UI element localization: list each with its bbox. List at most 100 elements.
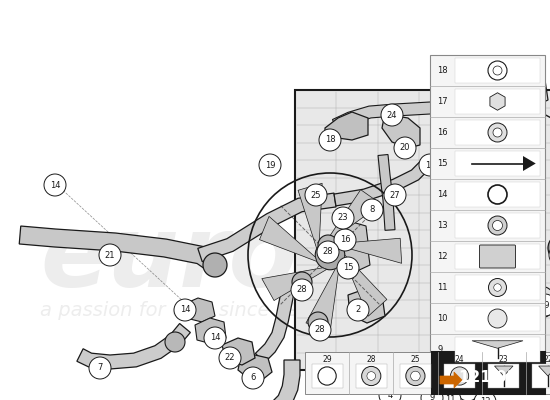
Circle shape: [315, 240, 345, 270]
FancyBboxPatch shape: [455, 213, 540, 238]
FancyBboxPatch shape: [400, 364, 431, 388]
FancyBboxPatch shape: [455, 89, 540, 114]
Circle shape: [524, 286, 550, 318]
Circle shape: [305, 184, 327, 206]
Text: 14: 14: [375, 370, 385, 380]
Text: 12: 12: [443, 130, 453, 140]
Polygon shape: [306, 266, 339, 327]
Text: 11: 11: [450, 150, 460, 160]
FancyBboxPatch shape: [455, 151, 540, 176]
Circle shape: [308, 312, 328, 332]
Text: 25: 25: [411, 354, 420, 364]
Text: 4: 4: [387, 390, 393, 400]
Text: 2: 2: [355, 306, 361, 314]
Circle shape: [437, 164, 459, 186]
Circle shape: [44, 174, 66, 196]
Polygon shape: [348, 288, 385, 323]
Circle shape: [319, 129, 341, 151]
Circle shape: [450, 367, 469, 385]
FancyBboxPatch shape: [455, 120, 540, 145]
Circle shape: [368, 362, 388, 382]
Circle shape: [291, 279, 313, 301]
Polygon shape: [260, 216, 317, 262]
Circle shape: [411, 371, 420, 381]
Circle shape: [99, 244, 121, 266]
Circle shape: [486, 74, 508, 96]
Text: 18: 18: [437, 66, 448, 75]
Circle shape: [362, 366, 381, 386]
FancyBboxPatch shape: [295, 90, 550, 370]
Text: 22: 22: [225, 354, 235, 362]
Circle shape: [203, 253, 227, 277]
Circle shape: [406, 366, 425, 386]
Text: 6: 6: [250, 374, 256, 382]
Text: 12: 12: [480, 398, 490, 400]
Polygon shape: [538, 366, 550, 376]
Polygon shape: [472, 341, 523, 348]
FancyBboxPatch shape: [455, 182, 540, 207]
Circle shape: [318, 235, 338, 255]
Circle shape: [394, 137, 416, 159]
Circle shape: [404, 369, 426, 391]
Text: 10: 10: [425, 160, 435, 170]
Text: 17: 17: [437, 97, 448, 106]
Polygon shape: [440, 372, 462, 388]
Polygon shape: [248, 360, 300, 400]
FancyBboxPatch shape: [455, 275, 540, 300]
Circle shape: [492, 220, 503, 230]
Circle shape: [361, 199, 383, 221]
Circle shape: [332, 207, 354, 229]
Circle shape: [439, 364, 461, 386]
Circle shape: [174, 299, 196, 321]
Text: 9: 9: [430, 394, 434, 400]
Polygon shape: [494, 366, 513, 376]
Text: 25: 25: [311, 190, 321, 200]
Circle shape: [384, 184, 406, 206]
Circle shape: [439, 389, 461, 400]
Circle shape: [419, 154, 441, 176]
Polygon shape: [222, 338, 255, 365]
Text: 13: 13: [485, 126, 496, 134]
Text: 16: 16: [437, 128, 448, 137]
Text: 21: 21: [104, 250, 116, 260]
Polygon shape: [327, 190, 381, 241]
Circle shape: [292, 272, 312, 292]
Circle shape: [488, 123, 507, 142]
Text: 3: 3: [494, 80, 500, 90]
Polygon shape: [340, 245, 370, 272]
Text: 28: 28: [366, 354, 376, 364]
Text: 22: 22: [543, 354, 550, 364]
FancyBboxPatch shape: [532, 364, 550, 388]
Circle shape: [405, 362, 425, 382]
Circle shape: [219, 347, 241, 369]
Text: 14: 14: [210, 334, 220, 342]
Text: a passion for cars since 1985: a passion for cars since 1985: [40, 300, 325, 320]
Text: 28: 28: [323, 248, 333, 256]
Circle shape: [317, 241, 339, 263]
Text: 121 03: 121 03: [459, 370, 518, 384]
Text: 19: 19: [265, 160, 275, 170]
FancyBboxPatch shape: [480, 245, 515, 268]
Polygon shape: [490, 75, 548, 108]
Text: 10: 10: [437, 314, 448, 323]
Text: 29: 29: [540, 300, 550, 310]
Circle shape: [493, 128, 502, 137]
Circle shape: [381, 104, 403, 126]
Circle shape: [437, 124, 459, 146]
Text: 24: 24: [455, 354, 464, 364]
Text: euro: euro: [40, 212, 297, 308]
FancyBboxPatch shape: [488, 364, 519, 388]
Circle shape: [309, 319, 331, 341]
Polygon shape: [298, 183, 322, 248]
Circle shape: [337, 257, 359, 279]
Circle shape: [242, 367, 264, 389]
Polygon shape: [490, 93, 505, 110]
Circle shape: [379, 384, 401, 400]
FancyBboxPatch shape: [455, 244, 540, 269]
FancyBboxPatch shape: [455, 58, 540, 83]
Text: 9: 9: [437, 345, 442, 354]
Circle shape: [488, 216, 507, 235]
Text: 14: 14: [180, 306, 190, 314]
Circle shape: [369, 364, 391, 386]
Text: 28: 28: [296, 286, 307, 294]
